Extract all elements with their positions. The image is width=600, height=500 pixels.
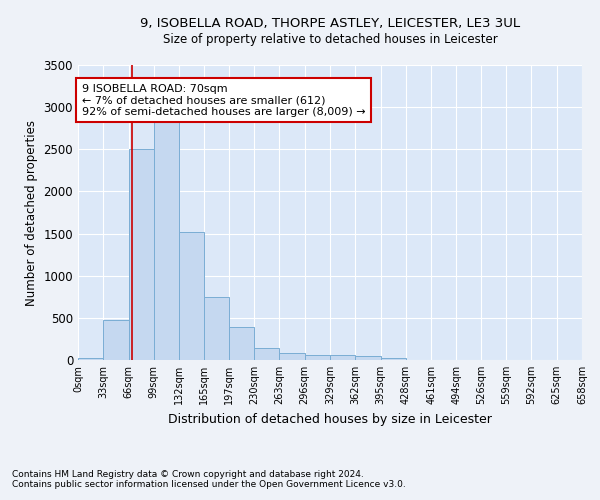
Bar bbox=[205, 297, 229, 360]
Bar bbox=[380, 358, 406, 360]
Y-axis label: Number of detached properties: Number of detached properties bbox=[25, 120, 38, 306]
Text: 9 ISOBELLA ROAD: 70sqm
← 7% of detached houses are smaller (612)
92% of semi-det: 9 ISOBELLA ROAD: 70sqm ← 7% of detached … bbox=[82, 84, 365, 116]
Bar bbox=[254, 348, 280, 360]
Bar bbox=[179, 232, 205, 360]
Bar bbox=[103, 320, 128, 360]
Bar bbox=[78, 358, 103, 360]
Text: Distribution of detached houses by size in Leicester: Distribution of detached houses by size … bbox=[168, 412, 492, 426]
Bar bbox=[229, 327, 254, 360]
Text: 9, ISOBELLA ROAD, THORPE ASTLEY, LEICESTER, LE3 3UL: 9, ISOBELLA ROAD, THORPE ASTLEY, LEICEST… bbox=[140, 18, 520, 30]
Text: Contains public sector information licensed under the Open Government Licence v3: Contains public sector information licen… bbox=[12, 480, 406, 489]
Bar bbox=[128, 150, 154, 360]
Bar bbox=[280, 354, 305, 360]
Bar bbox=[330, 355, 355, 360]
Text: Size of property relative to detached houses in Leicester: Size of property relative to detached ho… bbox=[163, 32, 497, 46]
Bar bbox=[154, 122, 179, 360]
Bar bbox=[305, 355, 330, 360]
Text: Contains HM Land Registry data © Crown copyright and database right 2024.: Contains HM Land Registry data © Crown c… bbox=[12, 470, 364, 479]
Bar bbox=[355, 356, 380, 360]
